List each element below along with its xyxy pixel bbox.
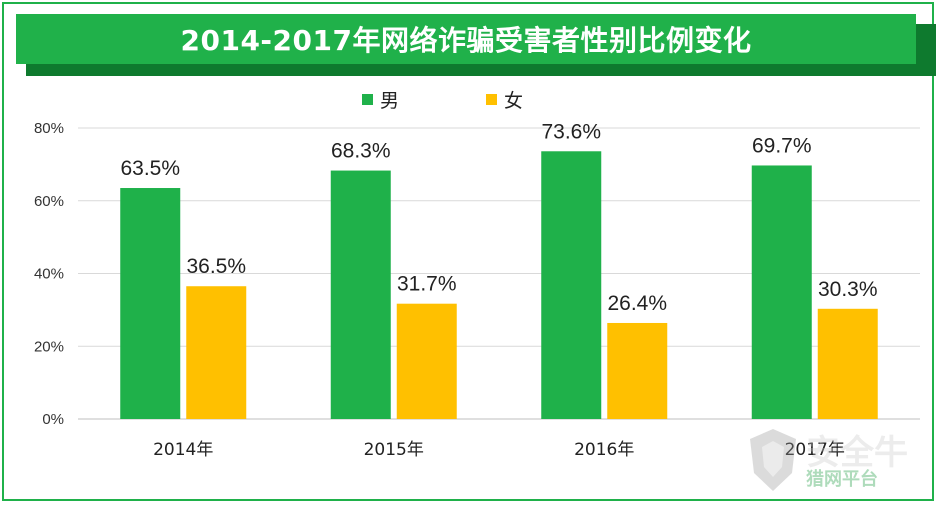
watermark-text-main: 安全牛: [806, 433, 908, 473]
bar-female: [817, 308, 878, 419]
x-tick-label: 2014年: [153, 440, 213, 460]
data-label: 36.5%: [186, 255, 246, 278]
watermark: 安全牛 猎网平台: [748, 425, 918, 495]
data-label: 69.7%: [752, 134, 812, 157]
bar-male: [120, 188, 181, 419]
bar-female: [396, 303, 457, 419]
y-tick-label: 80%: [34, 120, 64, 137]
shield-logo-icon: [750, 429, 796, 491]
bar-male: [541, 151, 602, 419]
y-tick-label: 60%: [34, 193, 64, 210]
legend-swatch-male: [362, 94, 373, 105]
legend-item-female: 女: [486, 86, 523, 113]
chart-title: 2014-2017年网络诈骗受害者性别比例变化: [16, 14, 916, 64]
legend-label-male: 男: [380, 90, 400, 112]
x-tick-label: 2015年: [364, 440, 424, 460]
legend-item-male: 男: [362, 86, 399, 113]
y-tick-label: 40%: [34, 266, 64, 283]
legend-swatch-female: [486, 94, 497, 105]
x-tick-label: 2017年: [785, 440, 845, 460]
data-label: 26.4%: [607, 292, 667, 315]
bar-male: [751, 165, 812, 419]
data-label: 63.5%: [120, 157, 180, 180]
data-label: 68.3%: [331, 140, 391, 163]
y-tick-label: 20%: [34, 338, 64, 355]
bar-female: [607, 322, 668, 419]
legend-label-female: 女: [504, 90, 524, 112]
watermark-text-sub: 猎网平台: [806, 469, 878, 490]
legend: 男 女: [0, 86, 938, 113]
data-label: 30.3%: [818, 278, 878, 301]
data-label: 31.7%: [397, 273, 457, 296]
bar-female: [186, 286, 247, 419]
bar-male: [330, 170, 391, 419]
x-tick-label: 2016年: [574, 440, 634, 460]
y-tick-label: 0%: [42, 411, 64, 428]
data-label: 73.6%: [541, 120, 601, 143]
